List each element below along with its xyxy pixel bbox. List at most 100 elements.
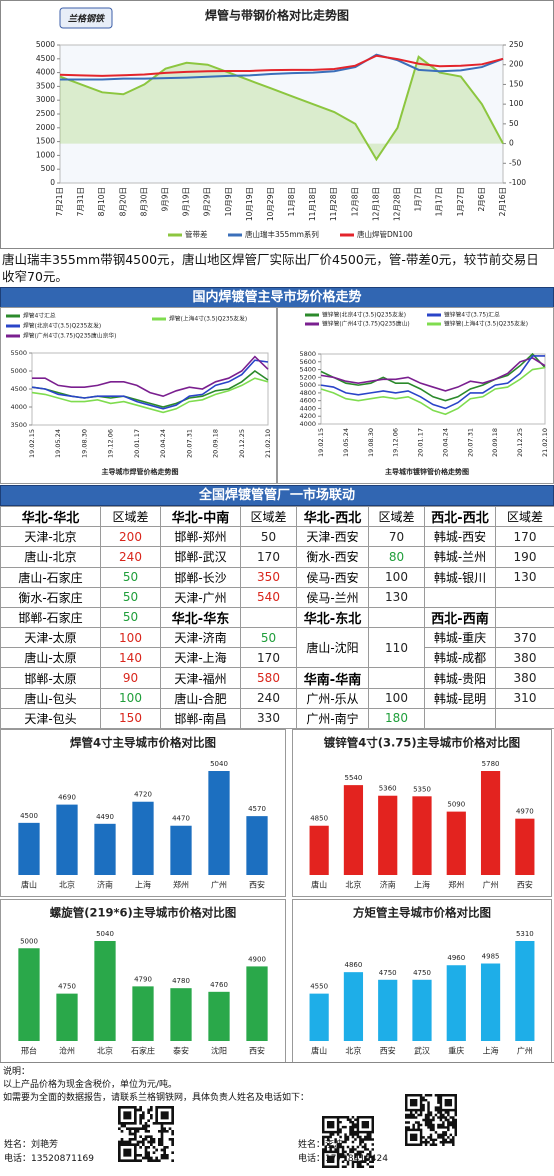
line bbox=[320, 357, 546, 392]
route: 侯马-西安 bbox=[296, 566, 369, 588]
y-tick-label: 5500 bbox=[10, 349, 27, 357]
route: 天津-太原 bbox=[0, 627, 101, 649]
x-tick-label: 20.04.24 bbox=[159, 429, 167, 458]
x-tick-label: 20.01.17 bbox=[133, 429, 141, 458]
x-tick-label: 郑州 bbox=[448, 880, 464, 890]
small-chart: 主导城市焊管价格走势图 3500 4000 4500 5000 5500 19.02.15… bbox=[0, 307, 277, 484]
value-label: 4750 bbox=[413, 969, 431, 977]
value-label: 5540 bbox=[345, 774, 363, 782]
bar bbox=[378, 795, 398, 875]
region-diff: 100 bbox=[100, 627, 161, 649]
route: 韩城-贵阳 bbox=[424, 667, 496, 689]
y-tick-label: 4600 bbox=[299, 397, 316, 405]
x-tick-label: 20.12.25 bbox=[516, 428, 524, 457]
y-tick-label: 4200 bbox=[299, 412, 316, 420]
chart-title: 螺旋管(219*6)主导城市价格对比图 bbox=[50, 906, 237, 920]
x-tick-label: 19.12.06 bbox=[392, 428, 400, 457]
y-tick-label: 4000 bbox=[299, 420, 316, 428]
x-tick-label: 唐山 bbox=[311, 1046, 327, 1056]
bar bbox=[309, 825, 329, 875]
bar bbox=[412, 796, 432, 875]
line bbox=[320, 355, 545, 410]
route: 韩城-昆明 bbox=[424, 687, 496, 709]
region-diff: 180 bbox=[368, 707, 425, 729]
y-tick-label: 5000 bbox=[299, 381, 316, 389]
value-label: 4750 bbox=[58, 983, 76, 991]
y2-tick-label: 50 bbox=[509, 119, 519, 128]
table-cell bbox=[495, 707, 554, 729]
x-tick-label: 武汉 bbox=[414, 1046, 430, 1056]
x-tick-label: 8月20日 bbox=[118, 187, 127, 216]
legend-label: 焊管4寸汇总 bbox=[23, 312, 56, 320]
value-label: 4550 bbox=[310, 983, 328, 991]
chart-title: 焊管与带钢价格对比走势图 bbox=[205, 8, 349, 23]
table-cell bbox=[368, 667, 425, 689]
y2-tick-label: -100 bbox=[509, 178, 526, 187]
x-tick-label: 19.02.15 bbox=[317, 428, 325, 457]
plot-area bbox=[320, 353, 546, 425]
x-tick-label: 1月17日 bbox=[435, 187, 444, 216]
bar-chart: 螺旋管(219*6)主导城市价格对比图 5000 邢台 4750 沧州 5040 北京 479… bbox=[0, 899, 286, 1063]
x-tick-label: 上海 bbox=[135, 880, 151, 890]
value-label: 4750 bbox=[379, 969, 397, 977]
x-tick-label: 沈阳 bbox=[211, 1046, 227, 1056]
route: 天津-包头 bbox=[0, 707, 101, 729]
line bbox=[59, 54, 504, 77]
route: 邯郸-武汉 bbox=[160, 546, 241, 568]
note: 以上产品价格为现金含税价，单位为元/吨。 bbox=[3, 1080, 178, 1090]
value-label: 4490 bbox=[96, 813, 114, 821]
x-tick-label: 广州 bbox=[211, 880, 227, 890]
qr-code bbox=[118, 1106, 174, 1162]
region-diff: 190 bbox=[495, 546, 554, 568]
y-tick-label: 5800 bbox=[299, 350, 316, 358]
value-label: 4760 bbox=[210, 981, 228, 989]
bar bbox=[56, 993, 78, 1041]
chart-title: 主导城市焊管价格走势图 bbox=[102, 467, 179, 476]
y2-tick-label: -50 bbox=[509, 158, 521, 167]
region-diff: 50 bbox=[240, 526, 297, 548]
region-diff: 380 bbox=[495, 667, 554, 689]
route: 天津-西安 bbox=[296, 526, 369, 548]
bar bbox=[132, 986, 154, 1041]
line bbox=[320, 366, 546, 416]
route: 邯郸-南昌 bbox=[160, 707, 241, 729]
plot-area bbox=[59, 44, 504, 184]
route: 天津-济南 bbox=[160, 627, 241, 649]
bar bbox=[515, 818, 535, 875]
x-tick-label: 唐山 bbox=[311, 880, 327, 890]
y-tick-label: 5200 bbox=[299, 373, 316, 381]
y-tick-label: 4000 bbox=[10, 403, 27, 411]
route: 唐山-北京 bbox=[0, 546, 101, 568]
bar bbox=[208, 771, 230, 875]
y-tick-label: 5000 bbox=[10, 367, 27, 375]
region-diff: 130 bbox=[495, 566, 554, 588]
small-chart: 主导城市镀锌管价格走势图 400042004400460048005000520… bbox=[277, 307, 554, 484]
x-tick-label: 21.02.10 bbox=[264, 429, 272, 458]
summary: 唐山瑞丰355mm带钢4500元，唐山地区焊管厂实际出厂价4500元，管-带差0… bbox=[2, 252, 539, 284]
region-diff: 90 bbox=[100, 667, 161, 689]
y-tick-label: 3500 bbox=[36, 81, 55, 90]
route: 邯郸-太原 bbox=[0, 667, 101, 689]
region-diff: 130 bbox=[368, 586, 425, 608]
x-tick-label: 12月8日 bbox=[350, 187, 359, 216]
legend-label: 管带差 bbox=[185, 229, 208, 239]
bar bbox=[446, 811, 466, 875]
x-tick-label: 20.09.18 bbox=[212, 429, 220, 458]
table: 华北-华北 区域差 天津-北京 200 唐山-北京 240 唐山-石家庄 50 衡水-石家庄 50… bbox=[0, 506, 554, 729]
y-tick-label: 5400 bbox=[299, 366, 316, 374]
region-diff: 150 bbox=[100, 707, 161, 729]
banner: 全国焊镀管管厂一市场联动 bbox=[0, 485, 554, 506]
value-label: 5350 bbox=[413, 785, 431, 793]
table-cell bbox=[240, 606, 297, 629]
route: 广州-乐从 bbox=[296, 687, 369, 709]
bar bbox=[343, 785, 364, 875]
y-tick-label: 5600 bbox=[299, 358, 316, 366]
value-label: 5360 bbox=[379, 785, 397, 793]
x-tick-label: 北京 bbox=[345, 880, 361, 890]
y-tick-label: 4400 bbox=[299, 404, 316, 412]
x-tick-label: 19.05.24 bbox=[342, 428, 350, 457]
value-label: 4780 bbox=[172, 977, 190, 985]
route: 唐山-包头 bbox=[0, 687, 101, 709]
x-tick-label: 11月28日 bbox=[329, 187, 338, 221]
line bbox=[31, 359, 269, 410]
